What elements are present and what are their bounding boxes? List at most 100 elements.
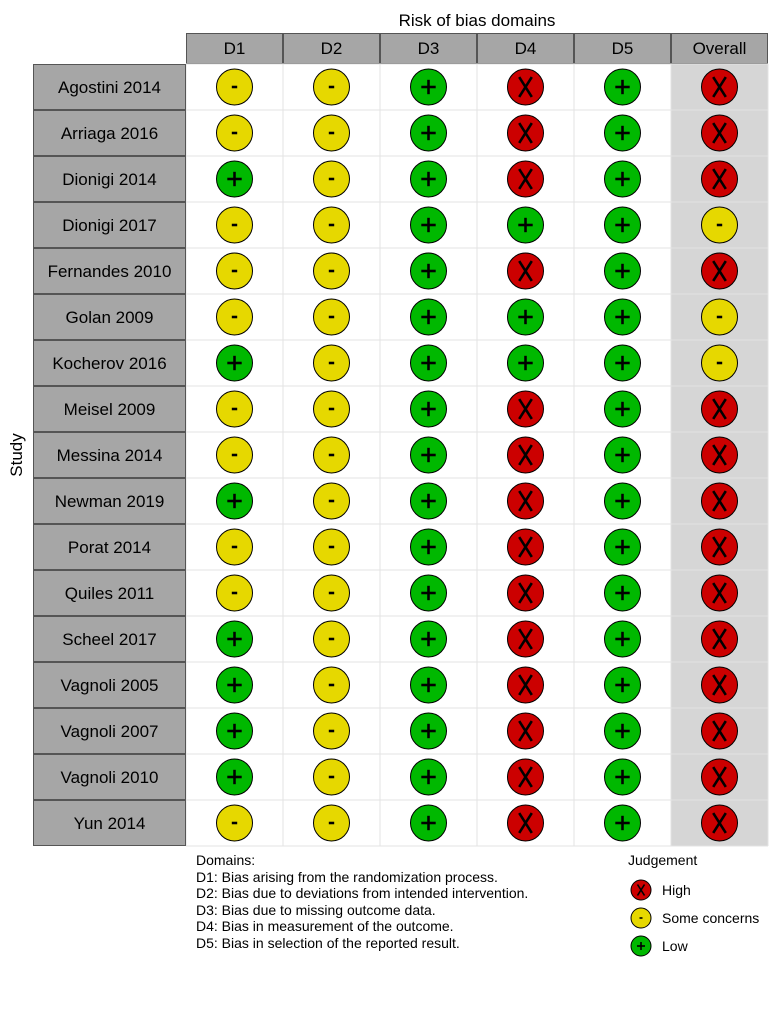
judgement-mark bbox=[604, 482, 641, 520]
legend-mark-glyph bbox=[636, 884, 646, 896]
study-label-cell bbox=[33, 478, 186, 524]
judgement-mark bbox=[604, 620, 641, 658]
judgement-mark bbox=[604, 528, 641, 566]
judgement-mark bbox=[313, 436, 350, 474]
judgement-mark bbox=[410, 114, 447, 152]
judgement-mark-glyph bbox=[518, 536, 533, 558]
judgement-mark bbox=[313, 528, 350, 566]
study-label-cell bbox=[33, 570, 186, 616]
judgement-mark-glyph bbox=[518, 582, 533, 604]
judgement-mark bbox=[216, 344, 253, 382]
judgement-mark bbox=[701, 758, 738, 796]
study-label: Vagnoli 2007 bbox=[61, 722, 159, 741]
study-label-cell bbox=[33, 64, 186, 110]
study-label-cell bbox=[33, 754, 186, 800]
study-label-cell bbox=[33, 524, 186, 570]
judgement-mark bbox=[313, 390, 350, 428]
judgement-mark bbox=[604, 160, 641, 198]
judgement-mark bbox=[701, 620, 738, 658]
judgement-mark bbox=[507, 390, 544, 428]
judgement-legend-label: Low bbox=[662, 938, 688, 954]
study-label: Quiles 2011 bbox=[65, 584, 154, 603]
judgement-mark bbox=[701, 252, 738, 290]
y-axis-label: Study bbox=[7, 433, 26, 477]
judgement-mark bbox=[507, 666, 544, 704]
judgement-mark-glyph bbox=[712, 76, 727, 98]
judgement-legend: Judgement High Some concerns Low bbox=[628, 852, 774, 960]
judgement-mark-glyph bbox=[518, 260, 533, 282]
study-label-cell bbox=[33, 616, 186, 662]
column-header-label: D2 bbox=[321, 39, 343, 58]
study-label: Yun 2014 bbox=[74, 814, 146, 833]
judgement-mark bbox=[507, 344, 544, 382]
judgement-mark bbox=[604, 114, 641, 152]
judgement-legend-item: Some concerns bbox=[628, 904, 774, 932]
judgement-mark bbox=[313, 804, 350, 842]
judgement-mark bbox=[216, 114, 253, 152]
judgement-mark-glyph bbox=[712, 260, 727, 282]
judgement-mark bbox=[410, 804, 447, 842]
judgement-mark bbox=[604, 298, 641, 336]
study-label: Fernandes 2010 bbox=[48, 262, 172, 281]
judgement-mark-glyph bbox=[518, 812, 533, 834]
study-label-cell bbox=[33, 294, 186, 340]
judgement-mark bbox=[507, 804, 544, 842]
judgement-mark bbox=[604, 574, 641, 612]
judgement-mark bbox=[216, 206, 253, 244]
judgement-mark-glyph bbox=[712, 490, 727, 512]
judgement-mark-glyph bbox=[518, 720, 533, 742]
judgement-legend-label: High bbox=[662, 882, 691, 898]
study-label: Newman 2019 bbox=[55, 492, 165, 511]
judgement-mark-glyph bbox=[518, 490, 533, 512]
judgement-mark bbox=[216, 574, 253, 612]
judgement-mark bbox=[216, 436, 253, 474]
study-label-cell bbox=[33, 202, 186, 248]
judgement-mark bbox=[313, 620, 350, 658]
judgement-mark bbox=[507, 574, 544, 612]
study-label-cell bbox=[33, 386, 186, 432]
judgement-mark bbox=[216, 528, 253, 566]
column-header-label: Overall bbox=[693, 39, 747, 58]
study-label: Messina 2014 bbox=[57, 446, 163, 465]
column-header-cell bbox=[380, 33, 477, 64]
column-header-label: D5 bbox=[612, 39, 634, 58]
judgement-mark bbox=[507, 528, 544, 566]
judgement-mark-glyph bbox=[712, 168, 727, 190]
judgement-mark bbox=[410, 712, 447, 750]
judgement-mark bbox=[216, 160, 253, 198]
judgement-mark bbox=[604, 68, 641, 106]
judgement-mark bbox=[216, 666, 253, 704]
judgement-mark bbox=[410, 620, 447, 658]
column-header-cell bbox=[574, 33, 671, 64]
judgement-mark bbox=[410, 482, 447, 520]
column-header-cell bbox=[671, 33, 768, 64]
judgement-legend-icon bbox=[630, 879, 652, 901]
study-label-cell bbox=[33, 800, 186, 846]
judgement-legend-item: High bbox=[628, 876, 774, 904]
judgement-mark bbox=[701, 390, 738, 428]
judgement-mark bbox=[313, 206, 350, 244]
judgement-mark bbox=[507, 160, 544, 198]
study-label: Kocherov 2016 bbox=[52, 354, 166, 373]
domains-legend: Domains: D1: Bias arising from the rando… bbox=[196, 852, 528, 951]
judgement-mark bbox=[507, 206, 544, 244]
judgement-mark bbox=[604, 712, 641, 750]
judgement-mark bbox=[410, 252, 447, 290]
study-label: Porat 2014 bbox=[68, 538, 151, 557]
study-label-cell bbox=[33, 110, 186, 156]
judgement-mark bbox=[507, 68, 544, 106]
judgement-mark bbox=[410, 68, 447, 106]
judgement-mark bbox=[216, 298, 253, 336]
study-label-cell bbox=[33, 156, 186, 202]
legend-mark bbox=[630, 879, 652, 901]
study-label: Golan 2009 bbox=[66, 308, 154, 327]
domains-legend-d1: D1: Bias arising from the randomization … bbox=[196, 868, 498, 885]
judgement-mark bbox=[701, 436, 738, 474]
study-label: Arriaga 2016 bbox=[61, 124, 158, 143]
judgement-mark bbox=[410, 298, 447, 336]
judgement-mark bbox=[216, 620, 253, 658]
judgement-mark bbox=[604, 390, 641, 428]
judgement-mark bbox=[410, 206, 447, 244]
judgement-mark bbox=[701, 298, 738, 336]
judgement-legend-icon bbox=[630, 935, 652, 957]
